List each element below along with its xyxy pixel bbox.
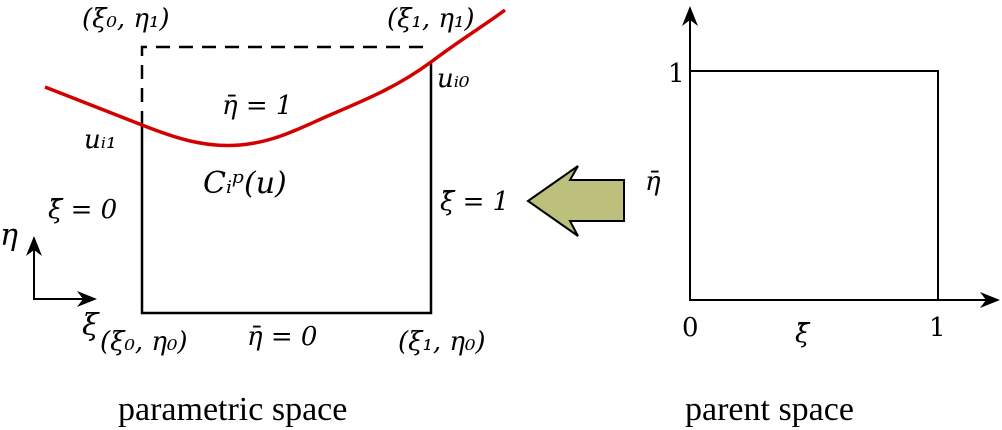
corner-top-right-label: (ξ₁, η₁)	[387, 4, 475, 34]
parametric-caption: parametric space	[118, 391, 347, 428]
eta-axis-label: η	[0, 218, 18, 253]
element-box-solid	[140, 62, 433, 315]
xi-axis-label: ξ	[82, 308, 100, 343]
left-edge-label: ξ̄ = 0	[48, 195, 117, 225]
curve-label: Cᵢᵖ(u)	[203, 166, 287, 201]
parent-x-axis-label: ξ̄	[795, 319, 811, 349]
curve	[44, 8, 507, 148]
parent-caption: parent space	[685, 391, 854, 428]
parent-space: 1 0 1 ξ̄ η̄ parent space	[645, 6, 1000, 428]
mapping-arrow	[526, 165, 625, 237]
parent-y-axis-label: η̄	[645, 167, 661, 197]
bottom-edge-label: η̄ = 0	[247, 322, 317, 352]
top-edge-label: η̄ = 1	[222, 91, 292, 121]
right-edge-label: ξ̄ = 1	[440, 187, 509, 217]
parametric-space: (ξ₀, η₁) (ξ₁, η₁) (ξ₀, η₀) (ξ₁, η₀) η̄ =…	[0, 4, 509, 428]
u-i0-label: uᵢ₀	[437, 64, 470, 94]
parent-y-tick-1: 1	[668, 59, 685, 89]
corner-bottom-left-label: (ξ₀, η₀)	[100, 327, 188, 357]
parent-x-tick-0: 0	[682, 313, 699, 343]
element-box-dashed	[140, 45, 431, 125]
corner-top-left-label: (ξ₀, η₁)	[82, 4, 170, 34]
u-i1-label: uᵢ₁	[84, 125, 116, 155]
corner-bottom-right-label: (ξ₁, η₀)	[398, 327, 486, 357]
parent-x-tick-1: 1	[929, 313, 946, 343]
parent-unit-square	[689, 70, 939, 301]
